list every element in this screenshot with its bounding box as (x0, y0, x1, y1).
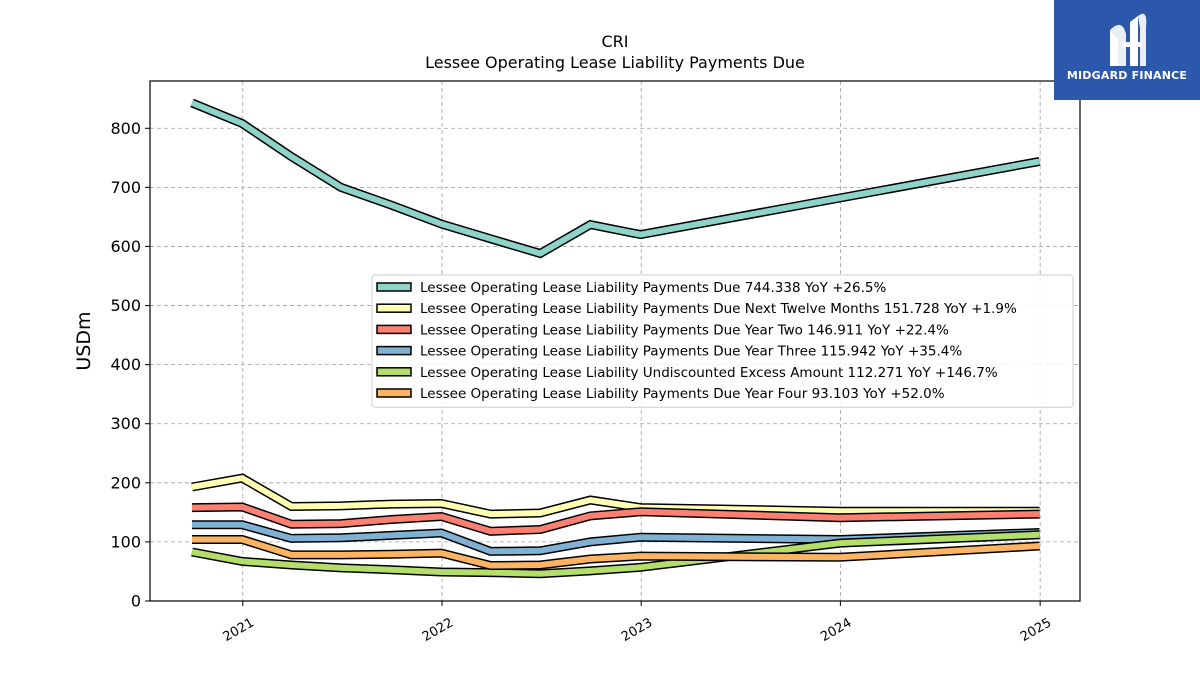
legend-item: Lessee Operating Lease Liability Payment… (376, 280, 886, 296)
logo-mark-icon (1110, 13, 1147, 66)
series-lines (190, 98, 1041, 579)
y-tick-label: 400 (110, 355, 141, 374)
legend-swatch (376, 324, 412, 335)
y-tick-label: 600 (110, 237, 141, 256)
y-tick-label: 500 (110, 296, 141, 315)
logo-text: MIDGARD FINANCE (1066, 69, 1188, 82)
legend-label: Lessee Operating Lease Liability Payment… (420, 301, 1017, 317)
x-tick-label: 2025 (1018, 615, 1054, 645)
legend-swatch (376, 388, 412, 398)
series-line-core (191, 531, 1040, 577)
y-tick-label: 300 (110, 414, 141, 433)
legend-swatch (376, 345, 412, 356)
x-tick-label: 2021 (221, 615, 257, 645)
plot-area-frame (149, 80, 1081, 602)
legend-swatch (376, 282, 412, 292)
y-tick-label: 200 (110, 473, 141, 492)
y-tick-label: 100 (110, 532, 141, 551)
y-axis: 0 100 200 300 400 500 600 700 800 (110, 119, 150, 611)
legend-item: Lessee Operating Lease Liability Payment… (376, 344, 962, 360)
x-tick-label: 2023 (619, 615, 655, 645)
legend-swatch (376, 303, 412, 313)
x-axis: 2021 2022 2023 2024 2025 (221, 601, 1054, 645)
legend-item: Lessee Operating Lease Liability Undisco… (376, 365, 998, 381)
series-line-core (191, 474, 1040, 518)
legend-item: Lessee Operating Lease Liability Payment… (376, 386, 945, 402)
series-line (192, 535, 1040, 571)
legend: Lessee Operating Lease Liability Payment… (371, 274, 1074, 408)
series-line-core (192, 521, 1040, 555)
chart-title: CRI (601, 32, 628, 51)
legend-label: Lessee Operating Lease Liability Payment… (420, 280, 886, 296)
y-tick-label: 0 (131, 592, 141, 611)
legend-box (371, 274, 1074, 408)
legend-label: Lessee Operating Lease Liability Undisco… (420, 365, 998, 381)
series-line (192, 520, 1040, 556)
chart-subtitle: Lessee Operating Lease Liability Payment… (425, 53, 805, 72)
series-line (190, 98, 1041, 259)
legend-label: Lessee Operating Lease Liability Payment… (420, 386, 945, 402)
y-axis-label: USDm (73, 311, 95, 370)
series-line (191, 473, 1040, 519)
x-tick-label: 2022 (420, 615, 456, 645)
series-line-core (191, 503, 1040, 535)
legend-label: Lessee Operating Lease Liability Payment… (420, 344, 962, 360)
legend-item: Lessee Operating Lease Liability Payment… (376, 322, 949, 338)
series-line (191, 530, 1040, 579)
series-line (191, 502, 1040, 536)
legend-label: Lessee Operating Lease Liability Payment… (420, 322, 949, 338)
series-line-core (192, 536, 1040, 569)
y-tick-label: 800 (110, 119, 141, 138)
legend-item: Lessee Operating Lease Liability Payment… (376, 301, 1017, 317)
legend-swatch (376, 367, 412, 377)
brand-logo: MIDGARD FINANCE (1054, 0, 1200, 100)
series-line-core (190, 100, 1041, 257)
x-tick-label: 2024 (818, 615, 854, 645)
y-tick-label: 700 (110, 178, 141, 197)
